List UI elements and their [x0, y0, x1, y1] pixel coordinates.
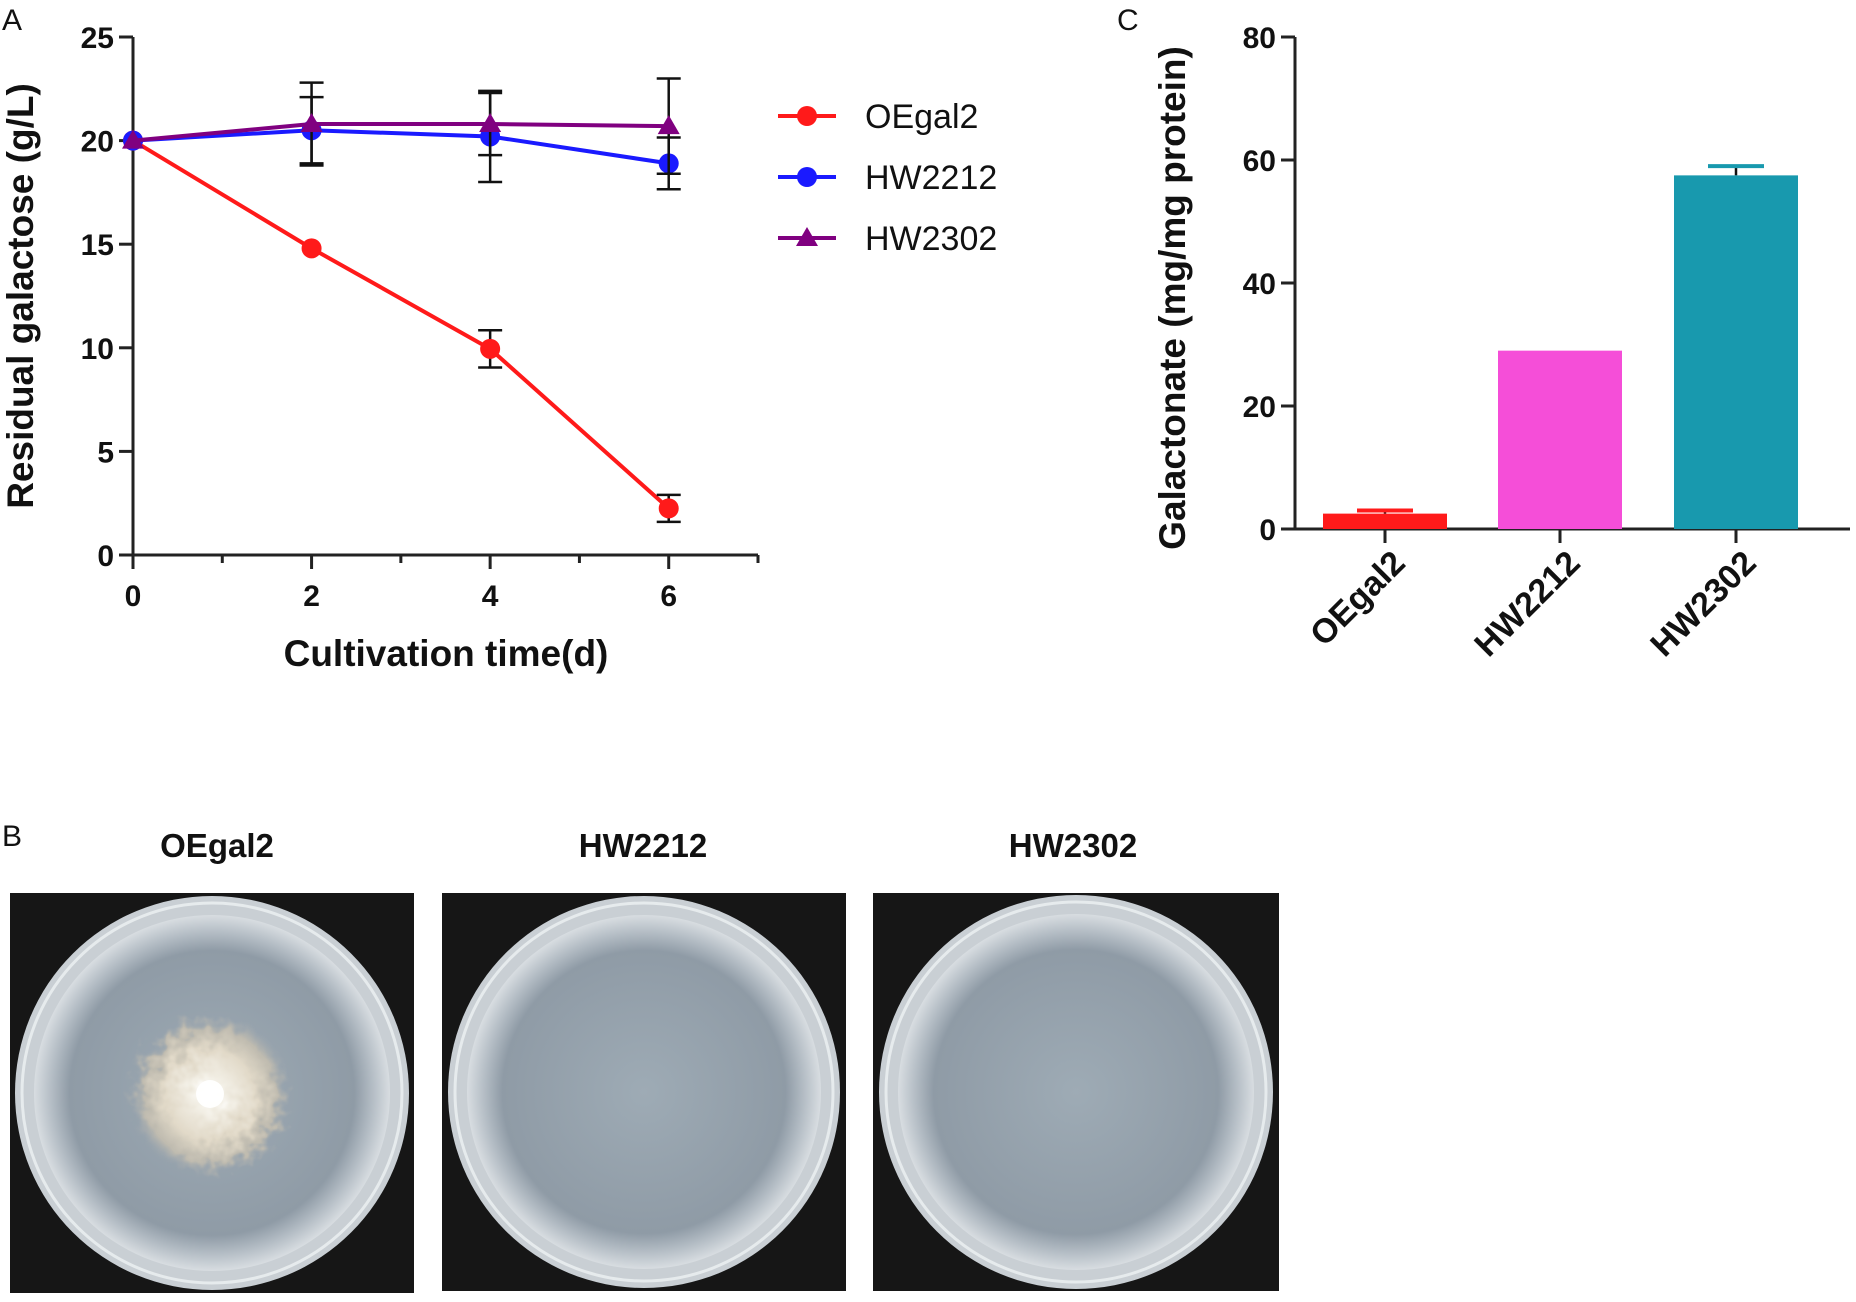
chart-a-legend-marker — [797, 106, 817, 126]
chart-a-series-line — [131, 138, 671, 510]
chart-a-legend-marker — [797, 167, 817, 187]
chart-a-legend-label: HW2212 — [865, 159, 997, 197]
plate-hw2302: HW2302 — [873, 827, 1279, 1291]
chart-c-y-tick-label: 0 — [1259, 514, 1276, 547]
chart-a-point — [657, 115, 680, 135]
chart-c-bar-hw2212 — [1498, 350, 1622, 529]
chart-a-y-tick-label: 0 — [97, 540, 114, 573]
chart-a-point — [658, 498, 679, 519]
chart-a-x-tick-label: 0 — [125, 580, 142, 613]
chart-a-legend: OEgal2 HW2212 HW2302 — [778, 98, 997, 258]
chart-a-y-axis-title: Residual galactose (g/L) — [0, 83, 41, 509]
chart-a-point — [479, 113, 502, 133]
petri-dish-inner-rim — [884, 900, 1268, 1284]
chart-a-residual-galactose: 0 5 10 15 20 25 0 2 4 6 Cultivation time(d) Resi… — [0, 22, 997, 674]
petri-dish-agar — [898, 914, 1254, 1270]
chart-c-y-tick-label: 40 — [1243, 268, 1276, 301]
fungal-colony-center — [196, 1080, 224, 1108]
chart-c-bar-hw2302 — [1674, 175, 1798, 529]
chart-a-x-tick-label: 2 — [303, 580, 320, 613]
plate-oegal2: OEgal2 — [10, 827, 414, 1293]
panel-c-letter: C — [1117, 4, 1139, 37]
chart-a-series-line — [132, 128, 670, 166]
chart-c-x-tick-label: OEgal2 — [1303, 544, 1413, 654]
plate-title: HW2302 — [1009, 827, 1137, 864]
chart-a-series-line — [132, 122, 669, 143]
chart-a-legend-marker — [796, 227, 818, 246]
chart-c-galactonate: 0 20 40 60 80 OEgal2 HW2212 HW2302 Galactonate… — [1152, 22, 1850, 664]
chart-a-y-tick-label: 5 — [97, 436, 114, 469]
chart-a-y-tick-label: 25 — [81, 22, 114, 55]
chart-a-series-hw2212 — [123, 89, 681, 191]
panel-b-letter: B — [2, 820, 22, 853]
chart-a-y-tick-label: 10 — [81, 333, 114, 366]
chart-a-point — [122, 129, 144, 149]
chart-a-series-oegal2 — [123, 130, 681, 524]
chart-a-legend-item: HW2212 — [778, 159, 997, 197]
chart-c-x-tick-label: HW2302 — [1643, 544, 1763, 664]
petri-dish-inner-rim — [20, 901, 404, 1285]
panel-a-letter: A — [2, 4, 22, 37]
chart-a-legend-item: OEgal2 — [778, 98, 978, 136]
chart-c-bar-oegal2 — [1323, 513, 1447, 529]
chart-a-x-tick-label: 6 — [660, 580, 677, 613]
petri-dish-inner-rim — [453, 901, 835, 1283]
plate-title: HW2212 — [579, 827, 707, 864]
chart-a-x-tick-label: 4 — [482, 580, 499, 613]
chart-a-x-axis-title: Cultivation time(d) — [284, 633, 609, 674]
chart-a-legend-label: HW2302 — [865, 220, 997, 258]
chart-a-y-tick-label: 15 — [81, 229, 114, 262]
plate-hw2212: HW2212 — [442, 827, 846, 1291]
chart-a-series-hw2302 — [122, 77, 681, 176]
chart-c-y-tick-label: 80 — [1243, 22, 1276, 55]
plate-title: OEgal2 — [160, 827, 274, 864]
chart-c-y-tick-label: 20 — [1243, 391, 1276, 424]
chart-a-point — [300, 113, 323, 133]
chart-c-y-tick-label: 60 — [1243, 145, 1276, 178]
chart-c-x-tick-label: HW2212 — [1467, 544, 1587, 664]
chart-a-legend-label: OEgal2 — [865, 98, 978, 136]
petri-dish-agar — [467, 915, 821, 1269]
chart-a-legend-item: HW2302 — [778, 220, 997, 258]
chart-a-point — [301, 238, 322, 259]
chart-c-y-axis-title: Galactonate (mg/mg protein) — [1152, 46, 1193, 550]
chart-a-y-tick-label: 20 — [81, 126, 114, 159]
chart-a-point — [480, 338, 501, 359]
panel-b-plates: OEgal2 HW2212 HW2302 — [10, 827, 1279, 1293]
